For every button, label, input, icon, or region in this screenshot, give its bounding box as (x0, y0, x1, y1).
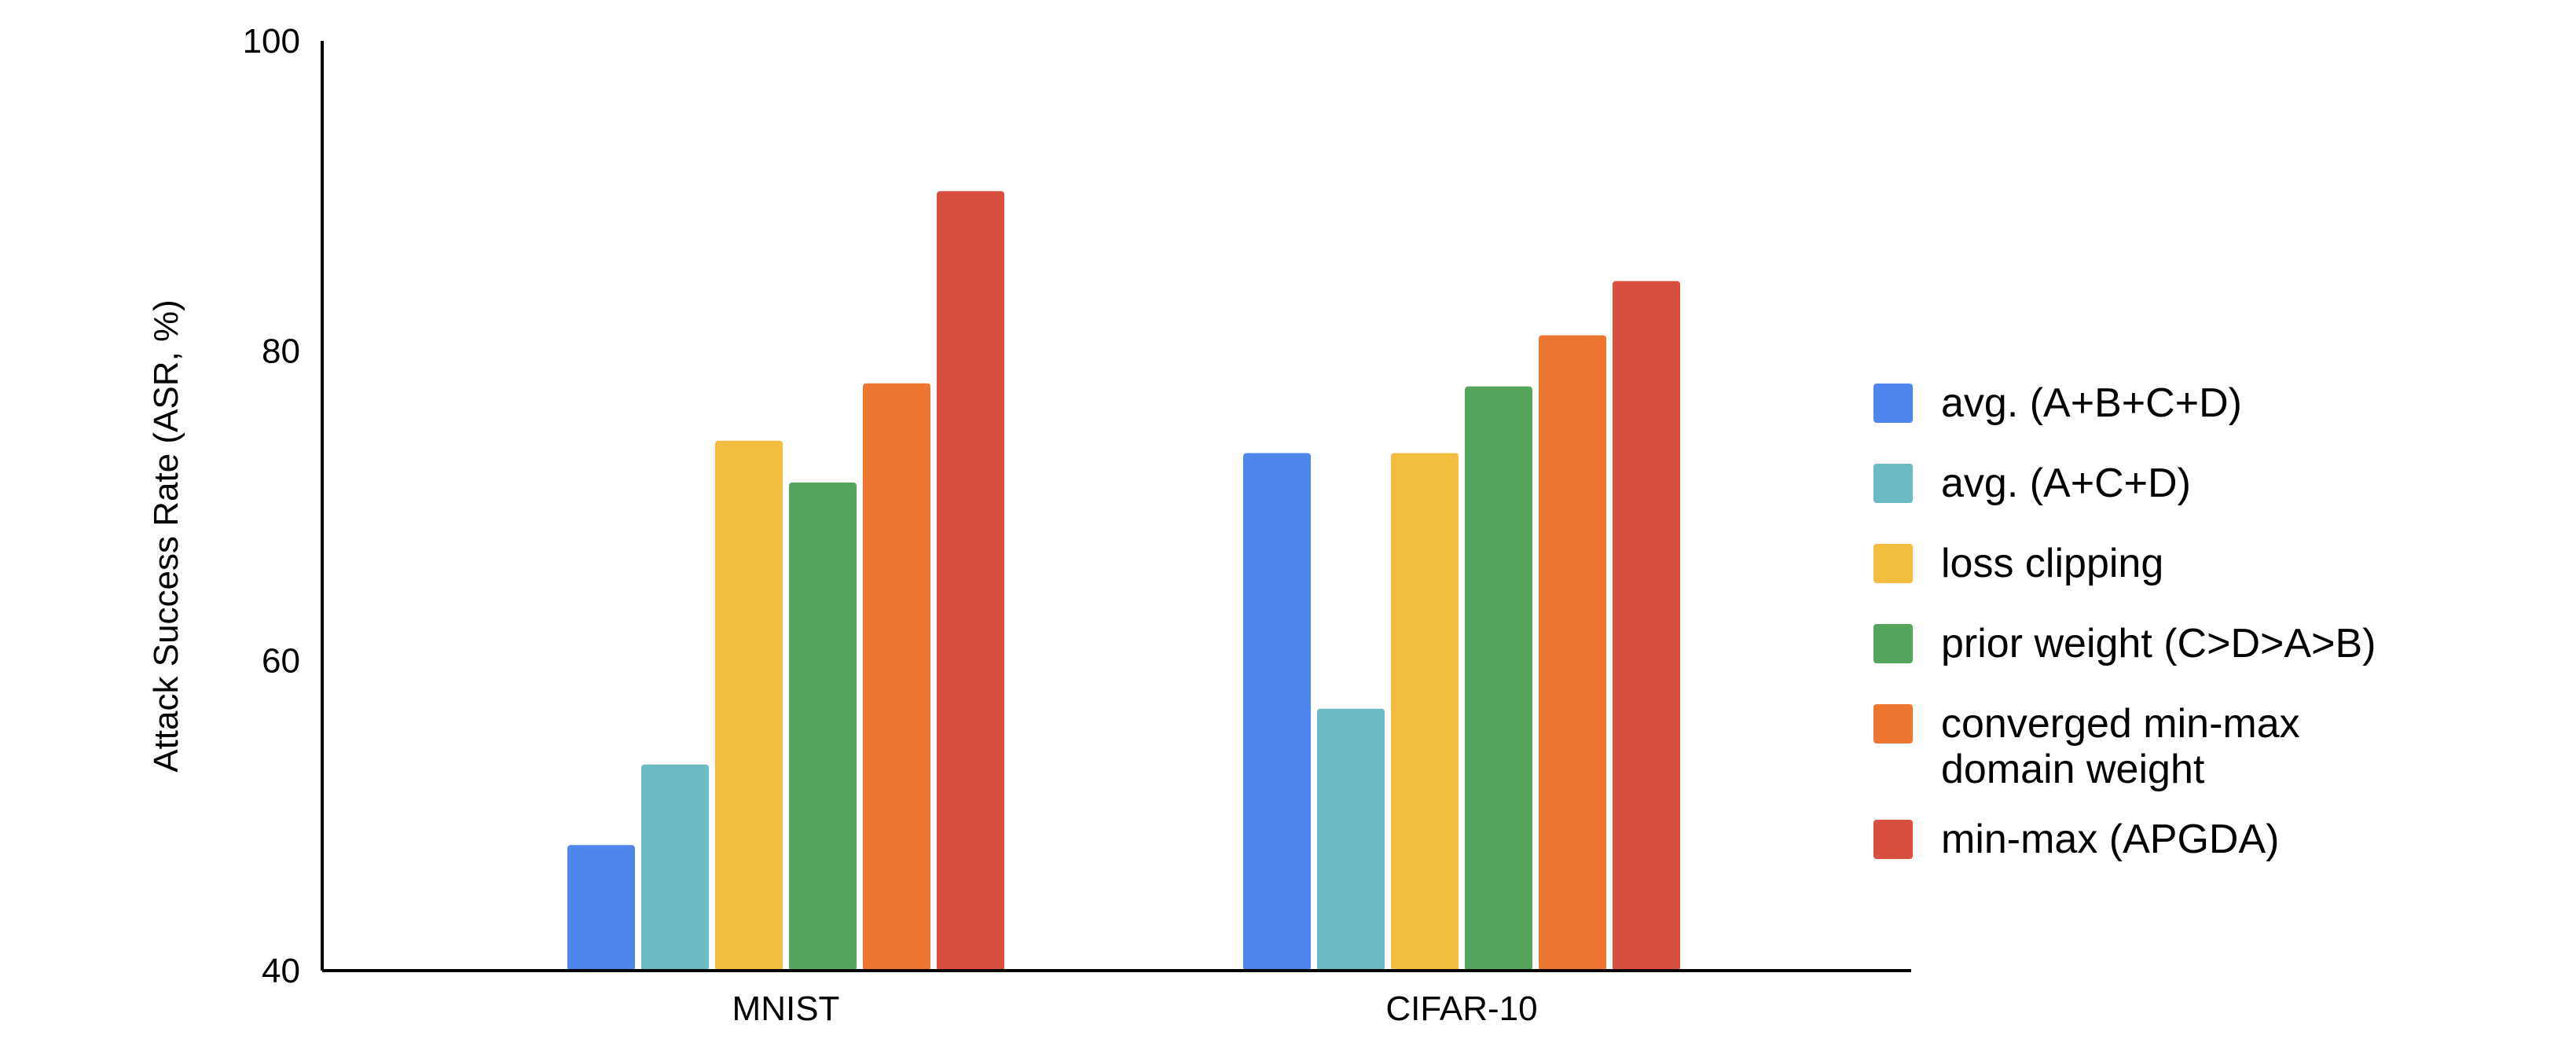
legend-swatch (1873, 624, 1913, 663)
bar-mnist-series-1 (567, 845, 635, 971)
legend-label: min-max (APGDA) (1941, 817, 2279, 862)
bar-cifar-10-series-6 (1613, 281, 1680, 971)
y-axis-label: Attack Success Rate (ASR, %) (147, 299, 185, 773)
y-axis-ticks: 40 60 80 100 (243, 22, 300, 990)
legend-label: avg. (A+C+D) (1941, 461, 2191, 506)
bar-mnist-series-2 (641, 764, 709, 971)
legend-label: avg. (A+B+C+D) (1941, 380, 2242, 426)
legend-label: prior weight (C>D>A>B) (1941, 621, 2376, 666)
legend-swatch (1873, 464, 1913, 503)
y-tick-label: 60 (262, 642, 300, 681)
legend-item: avg. (A+B+C+D) (1873, 380, 2242, 426)
x-tick-label: CIFAR-10 (1385, 989, 1537, 1028)
bar-cifar-10-series-4 (1465, 386, 1532, 971)
legend-label: domain weight (1941, 747, 2205, 792)
legend-swatch (1873, 384, 1913, 423)
bar-mnist-series-3 (715, 440, 783, 971)
y-tick-label: 100 (243, 22, 300, 61)
bar-cifar-10-series-1 (1243, 453, 1311, 971)
legend-item: prior weight (C>D>A>B) (1873, 621, 2376, 666)
bar-cifar-10-series-3 (1391, 453, 1459, 971)
legend-swatch (1873, 820, 1913, 859)
bar-cifar-10-series-2 (1317, 708, 1385, 971)
y-tick-label: 40 (262, 952, 300, 990)
x-axis-ticks: MNIST CIFAR-10 (732, 989, 1538, 1028)
bar-mnist-series-5 (863, 383, 930, 971)
y-tick-label: 80 (262, 332, 300, 370)
plot-area (567, 191, 1680, 971)
legend-swatch (1873, 704, 1913, 743)
bar-mnist-series-6 (937, 191, 1004, 971)
x-tick-label: MNIST (732, 989, 840, 1028)
bar-mnist-series-4 (789, 482, 857, 971)
legend-item: avg. (A+C+D) (1873, 461, 2191, 506)
legend-item: min-max (APGDA) (1873, 817, 2279, 862)
legend: avg. (A+B+C+D) avg. (A+C+D) loss clipping p… (1873, 380, 2376, 862)
legend-label: converged min-max (1941, 701, 2300, 747)
legend-item: loss clipping (1873, 541, 2163, 586)
legend-swatch (1873, 544, 1913, 583)
bar-cifar-10-series-5 (1539, 335, 1606, 971)
legend-label: loss clipping (1941, 541, 2163, 586)
